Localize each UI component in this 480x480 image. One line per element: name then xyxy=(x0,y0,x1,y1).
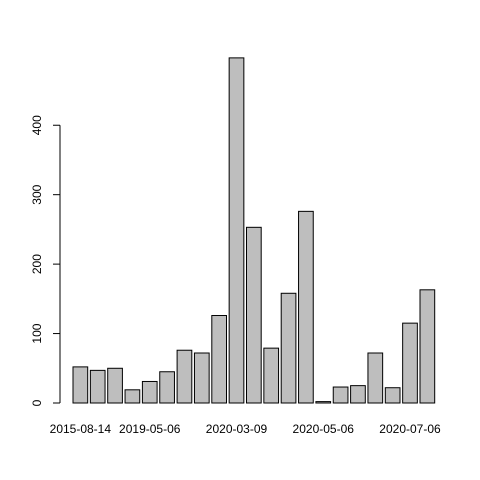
y-axis: 0 100 200 300 400 xyxy=(30,115,61,406)
bar-16 xyxy=(350,385,366,404)
bar-5 xyxy=(159,371,175,404)
y-tick-label-200: 200 xyxy=(30,254,44,274)
bar-20 xyxy=(419,289,436,404)
bar-0 xyxy=(72,366,89,404)
bar-17 xyxy=(367,352,384,404)
bar-1 xyxy=(89,369,106,404)
bar-9 xyxy=(228,57,245,404)
bars-group xyxy=(72,57,436,404)
bar-18 xyxy=(384,387,401,404)
bar-3 xyxy=(124,389,141,404)
x-tick-label-9: 2020-03-09 xyxy=(206,422,268,436)
bar-8 xyxy=(211,315,228,404)
y-tick-label-100: 100 xyxy=(30,323,44,343)
x-tick-label-14: 2020-05-06 xyxy=(293,422,355,436)
bar-2 xyxy=(107,367,123,404)
bar-15 xyxy=(332,386,349,404)
x-axis-labels: 2015-08-14 2019-05-06 2020-03-09 2020-05-06… xyxy=(50,422,441,436)
bar-13 xyxy=(298,210,314,404)
x-tick-label-19: 2020-07-06 xyxy=(379,422,441,436)
x-tick-label-4: 2019-05-06 xyxy=(119,422,181,436)
bar-11 xyxy=(263,347,280,404)
y-tick-label-0: 0 xyxy=(30,399,44,406)
bar-7 xyxy=(193,352,210,404)
y-tick-label-300: 300 xyxy=(30,184,44,204)
bar-10 xyxy=(246,226,262,404)
bar-14 xyxy=(315,401,332,404)
bar-12 xyxy=(280,292,297,404)
x-tick-label-0: 2015-08-14 xyxy=(50,422,112,436)
bar-19 xyxy=(402,322,418,404)
bar-4 xyxy=(141,380,158,404)
y-tick-label-400: 400 xyxy=(30,115,44,135)
bar-6 xyxy=(176,349,193,404)
